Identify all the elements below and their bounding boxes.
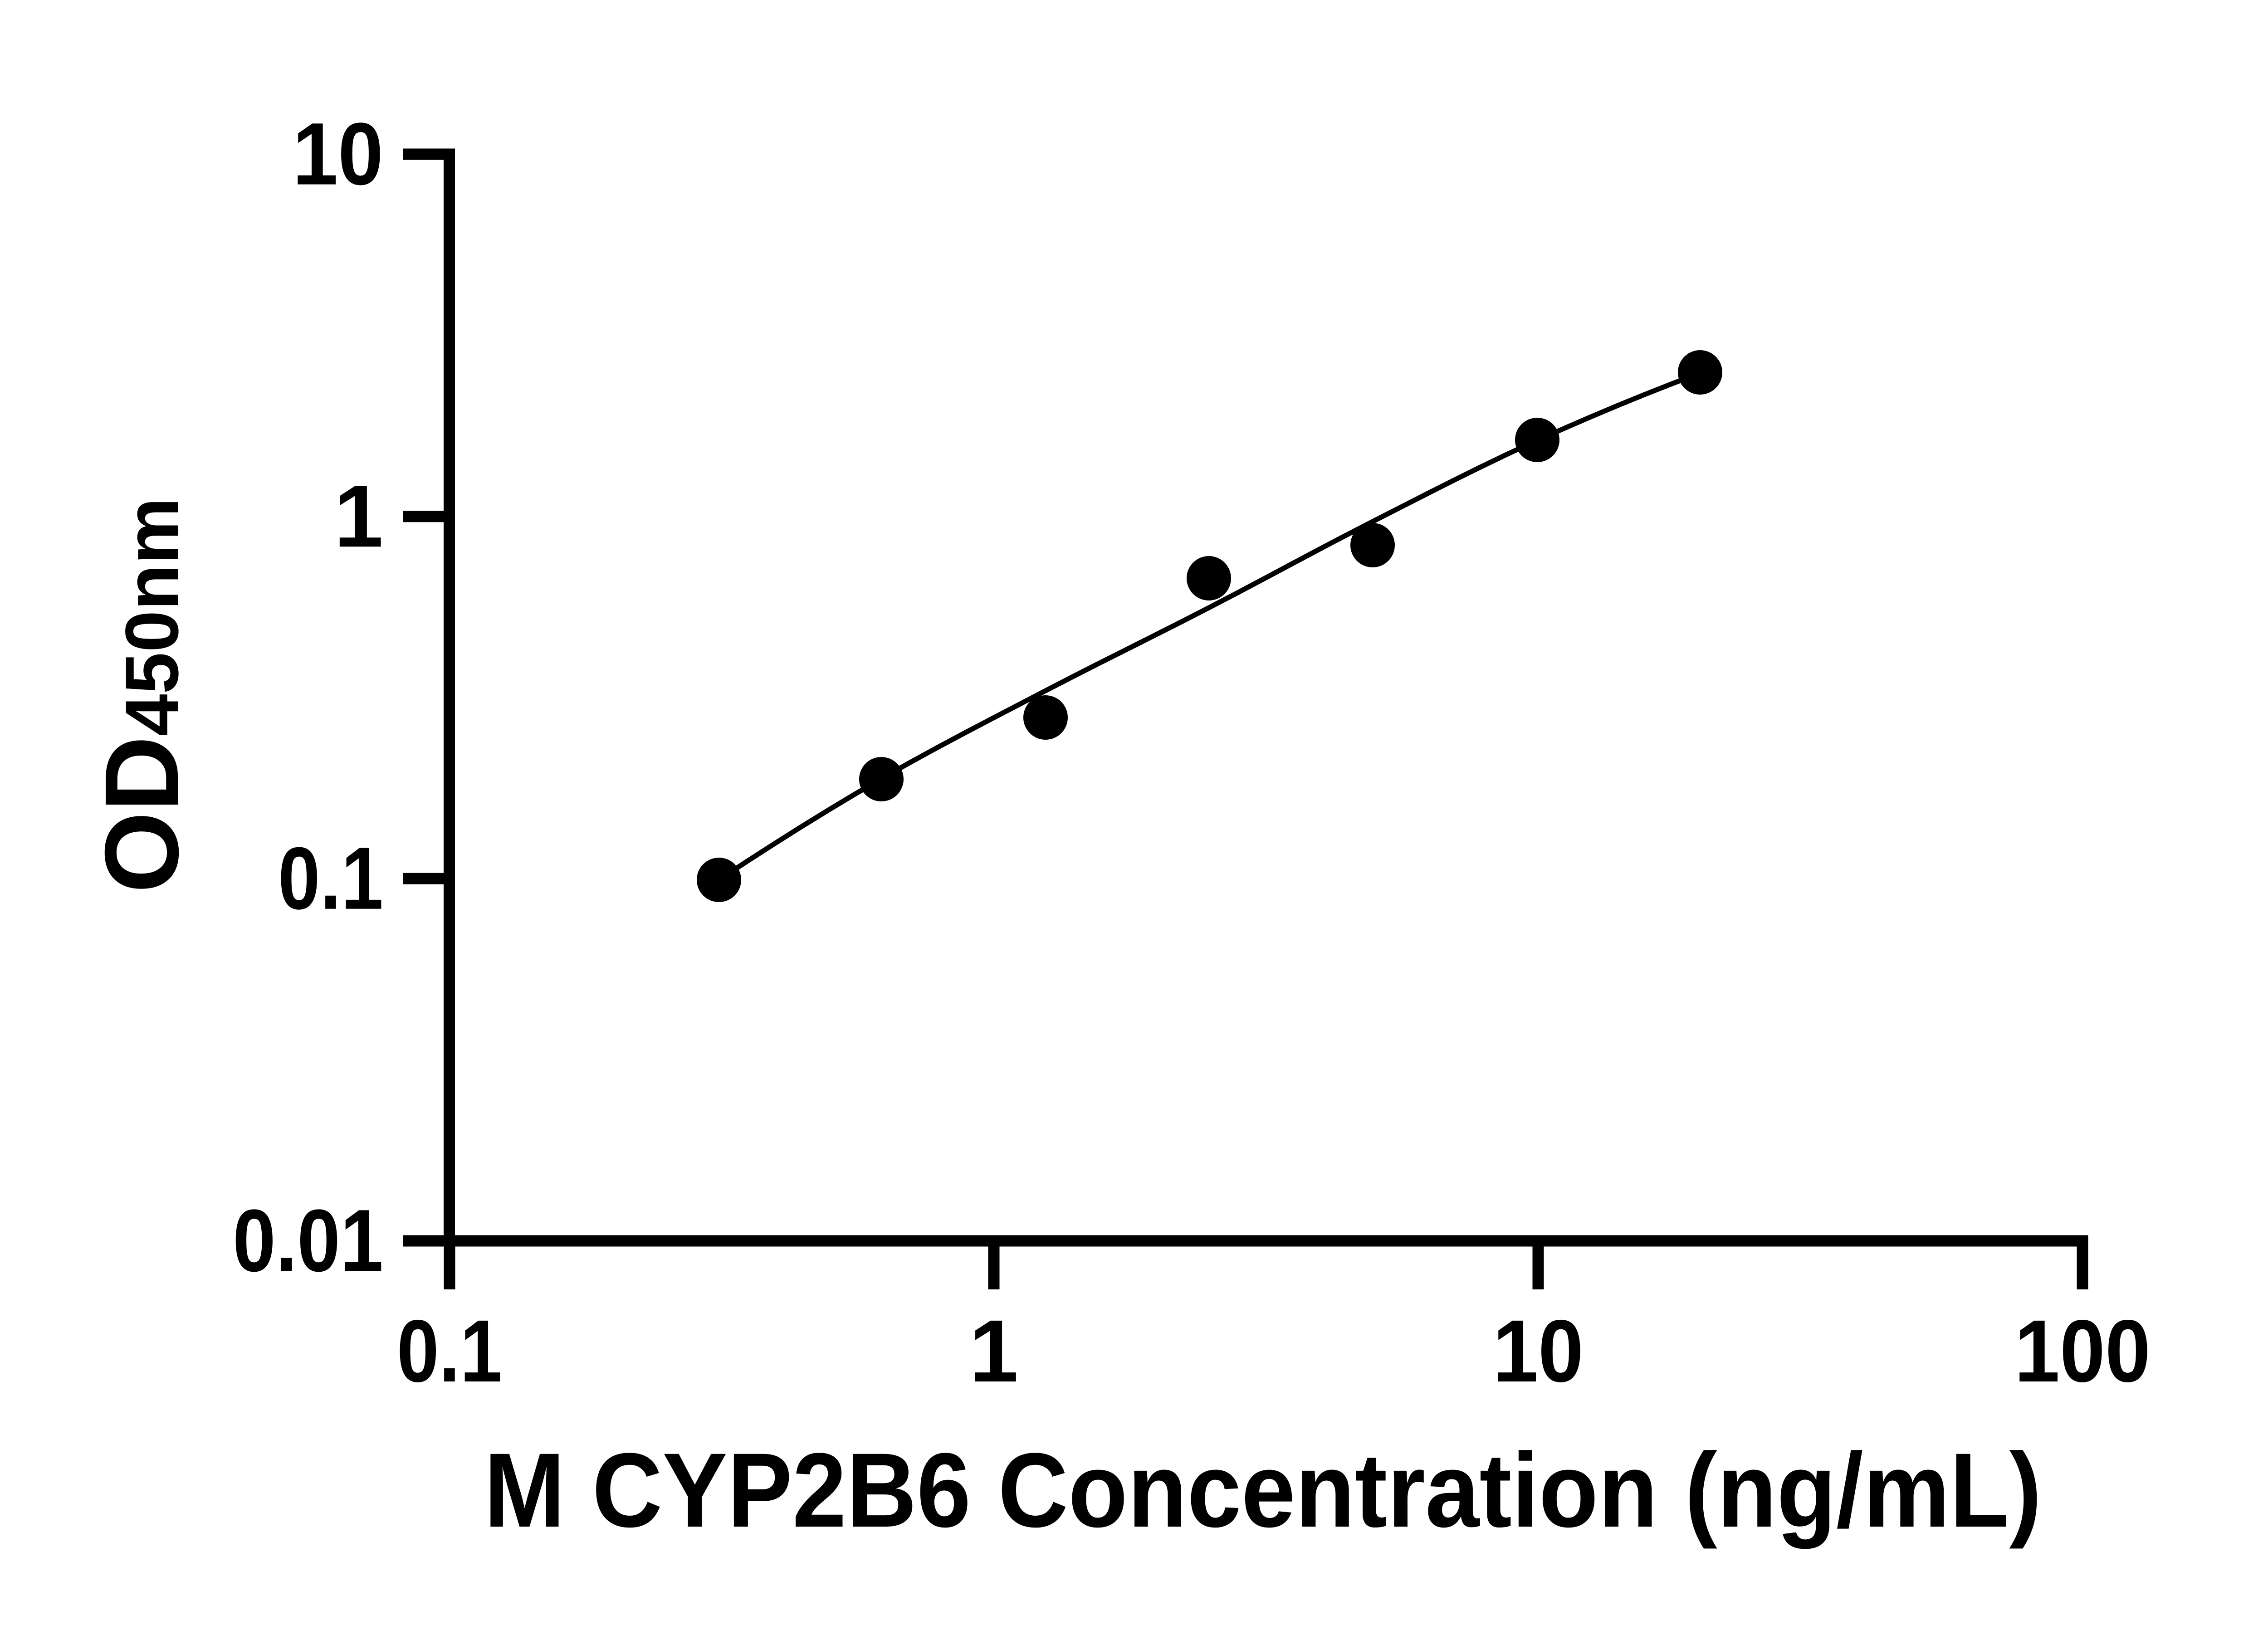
svg-text:M CYP2B6 Concentration (ng/mL): M CYP2B6 Concentration (ng/mL) xyxy=(484,1431,2042,1549)
svg-text:1: 1 xyxy=(969,1302,1018,1401)
svg-text:10: 10 xyxy=(1493,1302,1584,1401)
svg-text:0.01: 0.01 xyxy=(233,1191,383,1290)
svg-text:0.1: 0.1 xyxy=(278,829,383,928)
svg-text:1: 1 xyxy=(334,467,383,566)
svg-text:100: 100 xyxy=(2014,1302,2151,1401)
svg-text:0.1: 0.1 xyxy=(397,1302,502,1401)
svg-text:10: 10 xyxy=(293,105,383,204)
